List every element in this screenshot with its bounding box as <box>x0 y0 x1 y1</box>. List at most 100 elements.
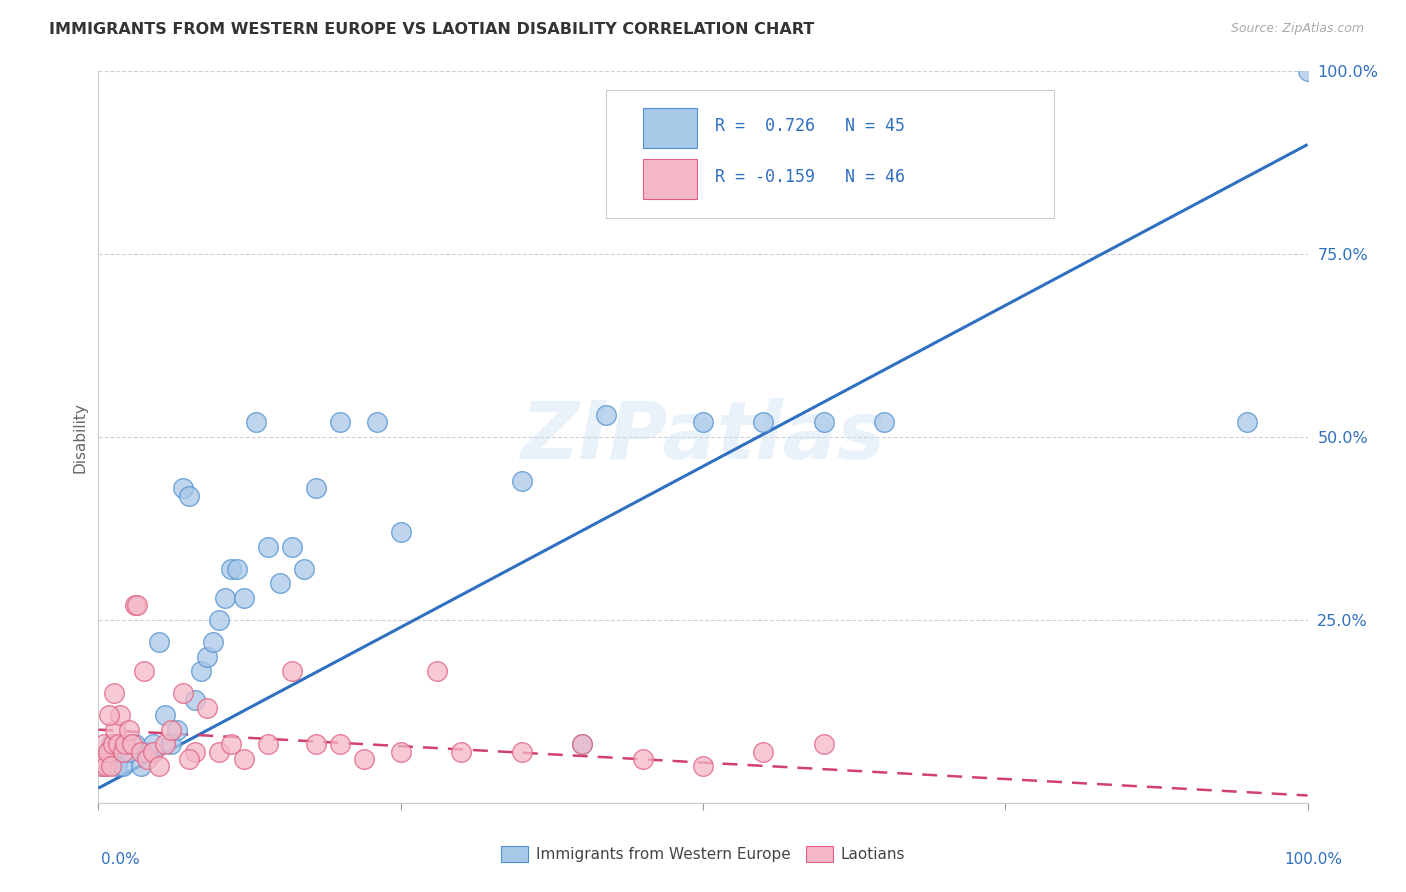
Point <box>269 576 291 591</box>
Point <box>124 599 146 613</box>
Point <box>245 416 267 430</box>
Point <box>121 737 143 751</box>
Point <box>118 745 141 759</box>
Point <box>153 737 176 751</box>
Bar <box>643 159 697 200</box>
Point <box>118 723 141 737</box>
Point <box>752 416 775 430</box>
Point <box>172 481 194 495</box>
Point <box>104 723 127 737</box>
Point <box>208 613 231 627</box>
Y-axis label: Disability: Disability <box>72 401 87 473</box>
Point <box>153 708 176 723</box>
Text: Source: ZipAtlas.com: Source: ZipAtlas.com <box>1230 22 1364 36</box>
Point <box>208 745 231 759</box>
Point <box>103 686 125 700</box>
Point <box>221 562 243 576</box>
Point <box>91 752 114 766</box>
Point <box>631 752 654 766</box>
Point <box>837 196 859 211</box>
Text: R = -0.159   N = 46: R = -0.159 N = 46 <box>716 169 905 186</box>
Point <box>190 664 212 678</box>
Point <box>305 481 328 495</box>
Point <box>571 737 593 751</box>
Point <box>389 525 412 540</box>
Point <box>510 474 533 488</box>
Point <box>111 745 134 759</box>
Point <box>101 737 124 751</box>
Text: R =  0.726   N = 45: R = 0.726 N = 45 <box>716 117 905 136</box>
Point <box>813 416 835 430</box>
Point <box>100 759 122 773</box>
Text: IMMIGRANTS FROM WESTERN EUROPE VS LAOTIAN DISABILITY CORRELATION CHART: IMMIGRANTS FROM WESTERN EUROPE VS LAOTIA… <box>49 22 814 37</box>
Point <box>450 745 472 759</box>
Point <box>281 540 304 554</box>
Point <box>1296 64 1319 78</box>
Point <box>426 664 449 678</box>
Point <box>98 708 121 723</box>
Point <box>129 759 152 773</box>
Point <box>692 759 714 773</box>
Point <box>510 745 533 759</box>
Point <box>256 540 278 554</box>
Point <box>595 408 617 422</box>
Point <box>142 737 165 751</box>
Point <box>1236 416 1258 430</box>
Bar <box>643 108 697 148</box>
Point <box>305 737 328 751</box>
Point <box>97 745 120 759</box>
Point <box>93 737 115 751</box>
Text: 100.0%: 100.0% <box>1285 852 1343 867</box>
Point <box>124 737 146 751</box>
Point <box>232 752 254 766</box>
Point <box>214 591 236 605</box>
Point <box>195 649 218 664</box>
Point <box>184 745 207 759</box>
Point <box>571 737 593 751</box>
Point <box>329 737 352 751</box>
Text: 0.0%: 0.0% <box>101 852 141 867</box>
Legend: Immigrants from Western Europe, Laotians: Immigrants from Western Europe, Laotians <box>495 840 911 868</box>
Point <box>91 752 114 766</box>
Point <box>232 591 254 605</box>
Point <box>108 708 131 723</box>
Text: ZIPatlas: ZIPatlas <box>520 398 886 476</box>
Point <box>179 752 201 766</box>
Point <box>873 416 896 430</box>
Point <box>135 745 157 759</box>
Point <box>107 737 129 751</box>
Point <box>129 745 152 759</box>
Point <box>172 686 194 700</box>
Point <box>111 759 134 773</box>
FancyBboxPatch shape <box>606 90 1053 218</box>
Point <box>202 635 225 649</box>
Point <box>195 700 218 714</box>
Point <box>148 759 170 773</box>
Point <box>135 752 157 766</box>
Point <box>281 664 304 678</box>
Point <box>160 723 183 737</box>
Point <box>142 745 165 759</box>
Point <box>692 416 714 430</box>
Point <box>813 737 835 751</box>
Point <box>90 759 112 773</box>
Point <box>93 759 115 773</box>
Point <box>97 745 120 759</box>
Point <box>160 737 183 751</box>
Point <box>752 745 775 759</box>
Point <box>226 562 249 576</box>
Point <box>134 664 156 678</box>
Point <box>166 723 188 737</box>
Point <box>148 635 170 649</box>
Point <box>256 737 278 751</box>
Point <box>100 737 122 751</box>
Point <box>105 759 128 773</box>
Point <box>221 737 243 751</box>
Point <box>127 599 149 613</box>
Point <box>389 745 412 759</box>
Point <box>366 416 388 430</box>
Point <box>292 562 315 576</box>
Point <box>353 752 375 766</box>
Point <box>94 759 117 773</box>
Point <box>179 489 201 503</box>
